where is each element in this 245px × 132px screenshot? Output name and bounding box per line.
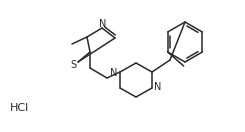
Text: S: S	[70, 60, 76, 70]
Text: N: N	[154, 82, 162, 92]
Text: HCl: HCl	[10, 103, 29, 113]
Text: N: N	[110, 68, 118, 78]
Text: N: N	[99, 19, 107, 29]
